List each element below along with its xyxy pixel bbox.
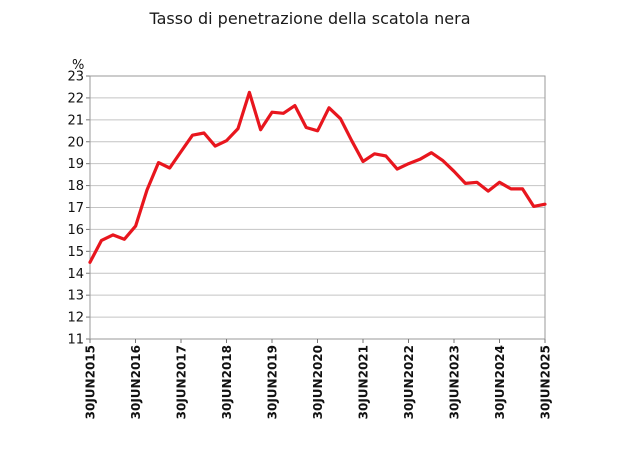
y-tick-label: 19 — [67, 157, 84, 172]
series-line — [88, 90, 547, 264]
y-tick-label: 17 — [67, 201, 84, 216]
x-tick-label: 30JUN2018 — [220, 345, 234, 419]
y-tick-label: 23 — [67, 70, 84, 85]
y-tick-label: 16 — [67, 223, 84, 238]
x-tick-label: 30JUN2015 — [84, 345, 98, 419]
x-tick-label: 30JUN2024 — [493, 345, 507, 419]
x-tick-label: 30JUN2017 — [175, 345, 189, 419]
y-tick-label: 18 — [67, 179, 84, 194]
x-tick-label: 30JUN2020 — [311, 345, 325, 419]
y-tick-label: 13 — [67, 289, 84, 304]
chart-title: Tasso di penetrazione della scatola nera — [149, 9, 471, 28]
y-tick-label: 21 — [67, 113, 84, 128]
y-tick-label: 20 — [67, 135, 84, 150]
x-tick-label: 30JUN2021 — [357, 345, 371, 419]
y-tick-label: 15 — [67, 245, 84, 260]
grid-layer — [86, 75, 545, 340]
x-tick-label: 30JUN2019 — [266, 345, 280, 419]
y-tick-label: 12 — [67, 311, 84, 326]
y-axis-unit-label: % — [72, 58, 84, 73]
y-tick-label: 14 — [67, 267, 84, 282]
x-tick-label: 30JUN2025 — [539, 345, 553, 419]
y-tick-label: 11 — [67, 333, 84, 348]
x-tick-label: 30JUN2016 — [129, 345, 143, 419]
x-tick-labels: 30JUN2015 30JUN2016 30JUN2017 30JUN2018 30JU… — [84, 339, 553, 419]
y-tick-label: 22 — [67, 91, 84, 106]
x-tick-label: 30JUN2022 — [402, 345, 416, 419]
x-tick-label: 30JUN2023 — [448, 345, 462, 419]
y-tick-labels: 11 12 13 14 15 16 17 18 19 20 21 22 23 — [67, 70, 84, 348]
